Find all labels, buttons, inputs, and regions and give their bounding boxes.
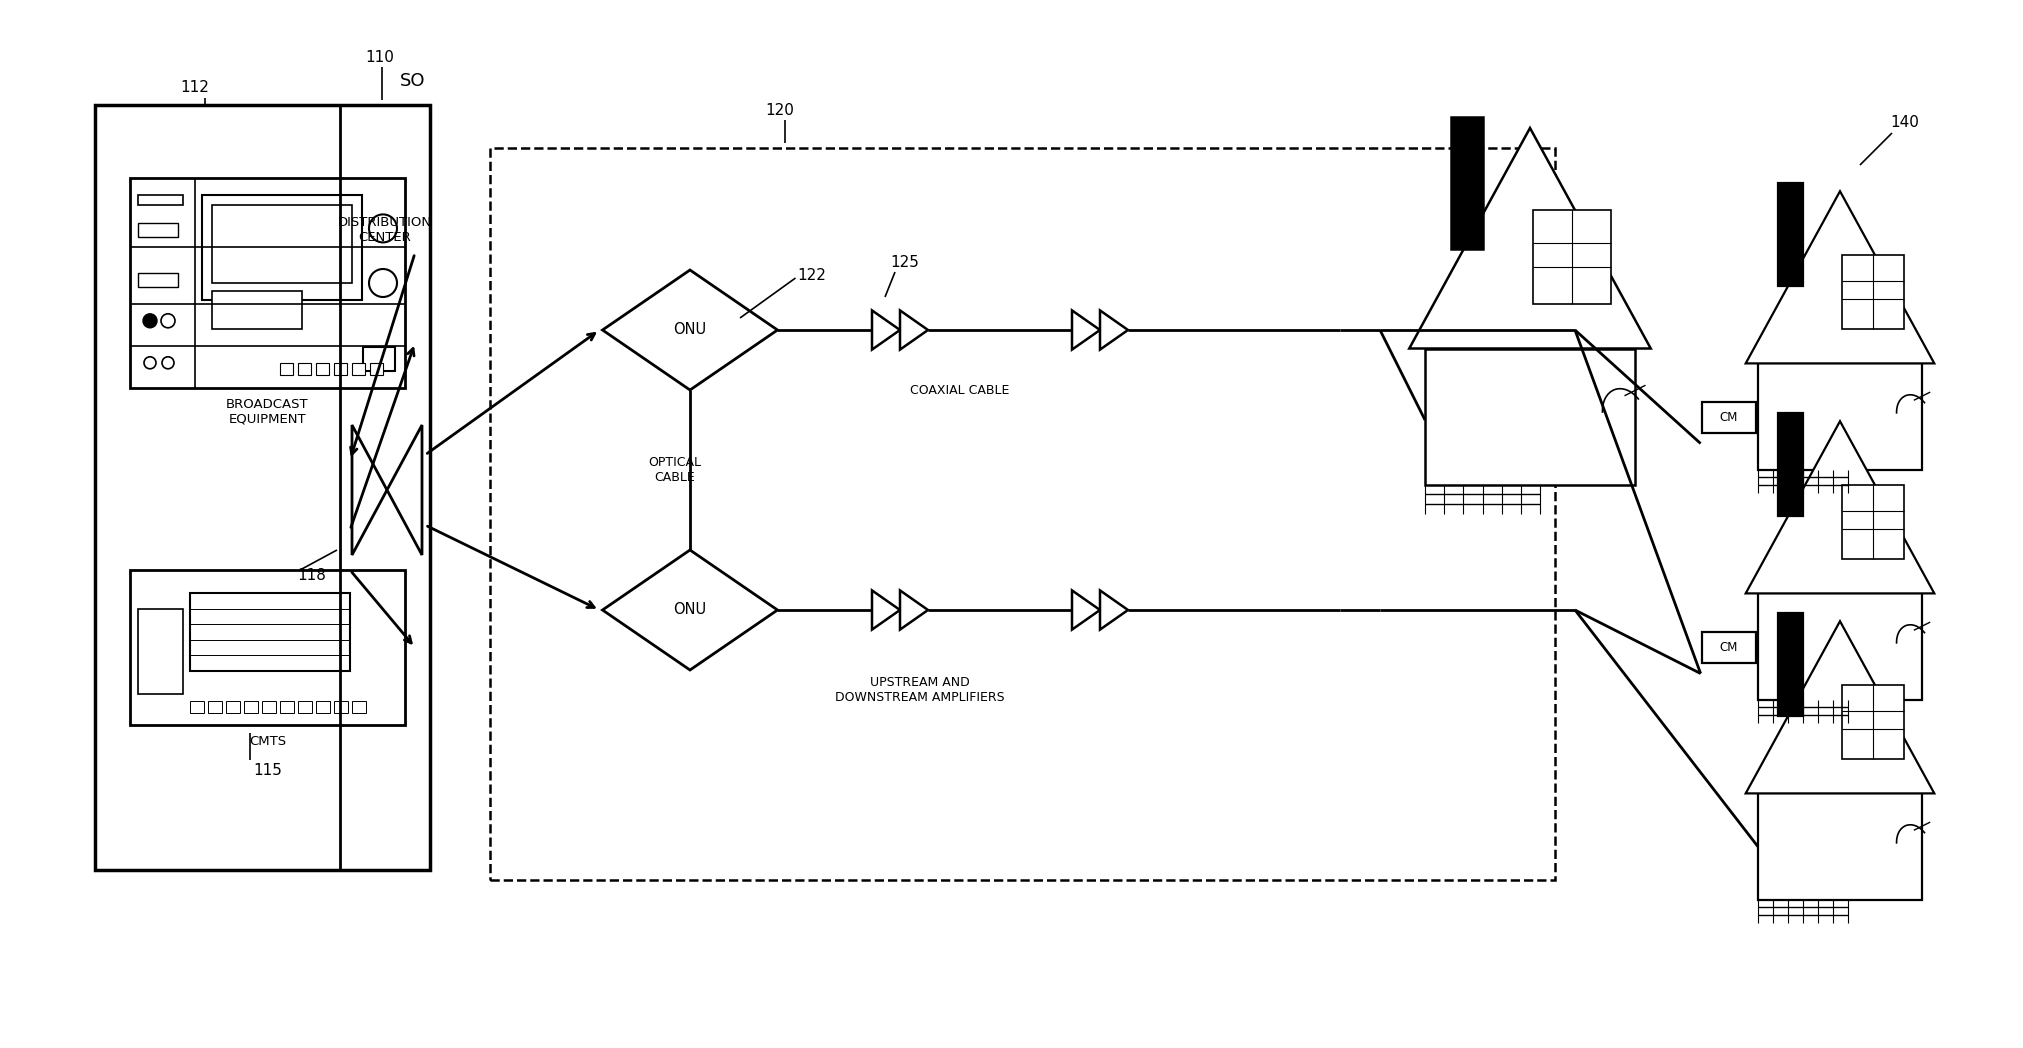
- Bar: [316, 364, 330, 375]
- Polygon shape: [1408, 128, 1651, 349]
- Text: 140: 140: [1889, 115, 1918, 130]
- Bar: [279, 701, 293, 713]
- Bar: [1778, 182, 1802, 286]
- Text: CM: CM: [1720, 640, 1738, 654]
- Bar: [316, 701, 330, 713]
- Bar: [129, 178, 405, 388]
- Bar: [138, 274, 178, 287]
- Bar: [370, 364, 382, 375]
- Text: ONU: ONU: [674, 603, 706, 617]
- Text: 120: 120: [765, 103, 795, 118]
- Bar: [1758, 364, 1922, 470]
- Bar: [129, 570, 405, 725]
- Polygon shape: [1098, 590, 1127, 630]
- Bar: [362, 347, 394, 371]
- Bar: [208, 701, 223, 713]
- Bar: [490, 148, 1554, 880]
- Bar: [297, 701, 312, 713]
- Bar: [138, 223, 178, 237]
- Polygon shape: [386, 425, 421, 555]
- Bar: [1841, 485, 1902, 559]
- Bar: [1778, 613, 1802, 716]
- Polygon shape: [872, 310, 900, 350]
- Bar: [352, 364, 364, 375]
- Bar: [334, 701, 348, 713]
- Text: CM: CM: [1720, 411, 1738, 423]
- Bar: [202, 195, 362, 300]
- Circle shape: [144, 313, 158, 328]
- Bar: [138, 195, 182, 205]
- Text: BROADCAST
EQUIPMENT: BROADCAST EQUIPMENT: [227, 398, 310, 425]
- Bar: [227, 701, 241, 713]
- Polygon shape: [900, 590, 927, 630]
- Text: DISTRIBUTION
CENTER: DISTRIBUTION CENTER: [338, 216, 431, 244]
- Polygon shape: [1072, 590, 1098, 630]
- Bar: [1778, 413, 1802, 516]
- Bar: [1531, 210, 1610, 304]
- Text: CMTS: CMTS: [249, 735, 285, 748]
- Bar: [212, 205, 352, 283]
- Bar: [1841, 255, 1902, 329]
- Text: SO: SO: [399, 72, 425, 90]
- Bar: [95, 105, 429, 870]
- Bar: [1701, 401, 1754, 433]
- Bar: [1758, 593, 1922, 700]
- Text: OPTICAL
CABLE: OPTICAL CABLE: [647, 456, 702, 484]
- Bar: [261, 701, 275, 713]
- Text: 118: 118: [297, 568, 326, 583]
- Bar: [190, 593, 350, 671]
- Polygon shape: [872, 590, 900, 630]
- Polygon shape: [1072, 310, 1098, 350]
- Bar: [212, 291, 301, 329]
- Polygon shape: [603, 270, 777, 390]
- Text: 112: 112: [180, 80, 208, 95]
- Polygon shape: [900, 310, 927, 350]
- Polygon shape: [1744, 191, 1934, 364]
- Bar: [1450, 117, 1483, 249]
- Polygon shape: [352, 425, 386, 555]
- Bar: [352, 701, 366, 713]
- Text: UPSTREAM AND
DOWNSTREAM AMPLIFIERS: UPSTREAM AND DOWNSTREAM AMPLIFIERS: [835, 676, 1003, 704]
- Bar: [334, 364, 346, 375]
- Text: 115: 115: [253, 763, 281, 778]
- Bar: [190, 701, 204, 713]
- Text: 122: 122: [797, 267, 825, 283]
- Bar: [1701, 632, 1754, 662]
- Bar: [1424, 349, 1635, 485]
- Text: 110: 110: [366, 50, 394, 65]
- Bar: [138, 609, 182, 694]
- Polygon shape: [1744, 421, 1934, 593]
- Text: ONU: ONU: [674, 323, 706, 337]
- Polygon shape: [603, 550, 777, 670]
- Bar: [245, 701, 257, 713]
- Text: 125: 125: [890, 255, 918, 270]
- Bar: [1758, 793, 1922, 900]
- Polygon shape: [1098, 310, 1127, 350]
- Text: COAXIAL CABLE: COAXIAL CABLE: [910, 384, 1009, 396]
- Polygon shape: [1744, 621, 1934, 793]
- Bar: [279, 364, 293, 375]
- Bar: [297, 364, 312, 375]
- Bar: [1841, 685, 1902, 759]
